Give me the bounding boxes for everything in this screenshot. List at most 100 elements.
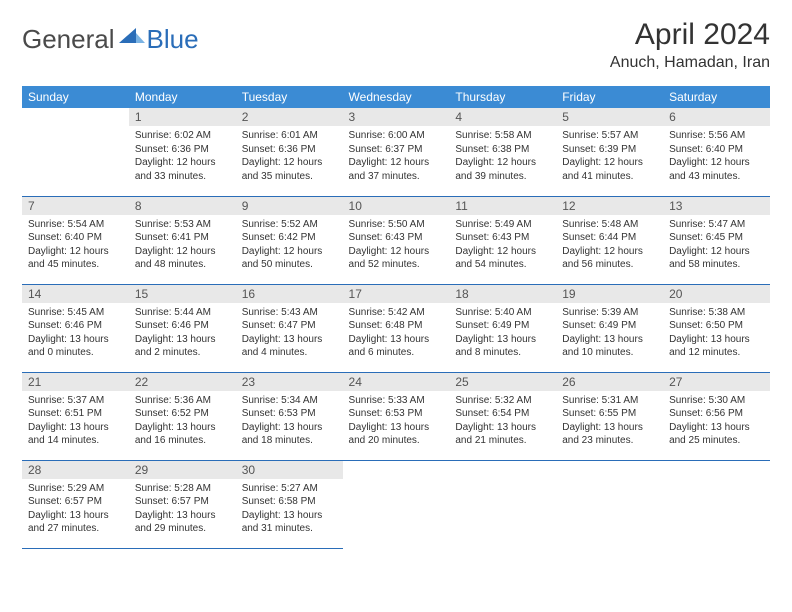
day-number: 29 <box>129 461 236 479</box>
day-number: 8 <box>129 197 236 215</box>
calendar-day-cell: 21Sunrise: 5:37 AMSunset: 6:51 PMDayligh… <box>22 372 129 460</box>
calendar-day-cell: 30Sunrise: 5:27 AMSunset: 6:58 PMDayligh… <box>236 460 343 548</box>
day-number: 2 <box>236 108 343 126</box>
day-number: 1 <box>129 108 236 126</box>
calendar-week-row: 14Sunrise: 5:45 AMSunset: 6:46 PMDayligh… <box>22 284 770 372</box>
calendar-day-cell: 3Sunrise: 6:00 AMSunset: 6:37 PMDaylight… <box>343 108 450 196</box>
day-details: Sunrise: 5:31 AMSunset: 6:55 PMDaylight:… <box>556 391 663 453</box>
day-details: Sunrise: 5:44 AMSunset: 6:46 PMDaylight:… <box>129 303 236 365</box>
day-number: 17 <box>343 285 450 303</box>
calendar-day-cell: 9Sunrise: 5:52 AMSunset: 6:42 PMDaylight… <box>236 196 343 284</box>
day-details: Sunrise: 5:37 AMSunset: 6:51 PMDaylight:… <box>22 391 129 453</box>
calendar-day-cell: 2Sunrise: 6:01 AMSunset: 6:36 PMDaylight… <box>236 108 343 196</box>
day-header: Monday <box>129 86 236 108</box>
day-details: Sunrise: 5:48 AMSunset: 6:44 PMDaylight:… <box>556 215 663 277</box>
day-header: Thursday <box>449 86 556 108</box>
day-number: 6 <box>663 108 770 126</box>
day-number: 13 <box>663 197 770 215</box>
calendar-day-cell: 28Sunrise: 5:29 AMSunset: 6:57 PMDayligh… <box>22 460 129 548</box>
day-number: 15 <box>129 285 236 303</box>
location-text: Anuch, Hamadan, Iran <box>610 54 770 72</box>
day-number: 28 <box>22 461 129 479</box>
day-details: Sunrise: 5:34 AMSunset: 6:53 PMDaylight:… <box>236 391 343 453</box>
day-details: Sunrise: 5:50 AMSunset: 6:43 PMDaylight:… <box>343 215 450 277</box>
day-details: Sunrise: 5:49 AMSunset: 6:43 PMDaylight:… <box>449 215 556 277</box>
day-details: Sunrise: 5:57 AMSunset: 6:39 PMDaylight:… <box>556 126 663 188</box>
day-header: Tuesday <box>236 86 343 108</box>
calendar-day-cell: 16Sunrise: 5:43 AMSunset: 6:47 PMDayligh… <box>236 284 343 372</box>
calendar-week-row: 1Sunrise: 6:02 AMSunset: 6:36 PMDaylight… <box>22 108 770 196</box>
day-number: 19 <box>556 285 663 303</box>
day-number: 10 <box>343 197 450 215</box>
calendar-day-cell: 11Sunrise: 5:49 AMSunset: 6:43 PMDayligh… <box>449 196 556 284</box>
header: General Blue April 2024 Anuch, Hamadan, … <box>22 18 770 72</box>
calendar-day-cell: 24Sunrise: 5:33 AMSunset: 6:53 PMDayligh… <box>343 372 450 460</box>
calendar-day-cell <box>663 460 770 548</box>
day-number: 30 <box>236 461 343 479</box>
calendar-day-cell: 8Sunrise: 5:53 AMSunset: 6:41 PMDaylight… <box>129 196 236 284</box>
day-details: Sunrise: 5:29 AMSunset: 6:57 PMDaylight:… <box>22 479 129 541</box>
day-details: Sunrise: 5:43 AMSunset: 6:47 PMDaylight:… <box>236 303 343 365</box>
day-number: 16 <box>236 285 343 303</box>
calendar-day-cell: 10Sunrise: 5:50 AMSunset: 6:43 PMDayligh… <box>343 196 450 284</box>
calendar-day-cell: 12Sunrise: 5:48 AMSunset: 6:44 PMDayligh… <box>556 196 663 284</box>
calendar-day-cell: 7Sunrise: 5:54 AMSunset: 6:40 PMDaylight… <box>22 196 129 284</box>
calendar-day-cell <box>22 108 129 196</box>
day-number: 25 <box>449 373 556 391</box>
day-details: Sunrise: 5:33 AMSunset: 6:53 PMDaylight:… <box>343 391 450 453</box>
calendar-day-cell: 23Sunrise: 5:34 AMSunset: 6:53 PMDayligh… <box>236 372 343 460</box>
logo-text-general: General <box>22 24 115 55</box>
day-number: 11 <box>449 197 556 215</box>
calendar-day-cell: 5Sunrise: 5:57 AMSunset: 6:39 PMDaylight… <box>556 108 663 196</box>
calendar-day-cell: 20Sunrise: 5:38 AMSunset: 6:50 PMDayligh… <box>663 284 770 372</box>
day-number: 5 <box>556 108 663 126</box>
logo: General Blue <box>22 24 199 55</box>
calendar-day-cell: 13Sunrise: 5:47 AMSunset: 6:45 PMDayligh… <box>663 196 770 284</box>
day-header: Friday <box>556 86 663 108</box>
calendar-header-row: SundayMondayTuesdayWednesdayThursdayFrid… <box>22 86 770 108</box>
day-details: Sunrise: 5:38 AMSunset: 6:50 PMDaylight:… <box>663 303 770 365</box>
day-details: Sunrise: 5:54 AMSunset: 6:40 PMDaylight:… <box>22 215 129 277</box>
day-number: 26 <box>556 373 663 391</box>
calendar-table: SundayMondayTuesdayWednesdayThursdayFrid… <box>22 86 770 549</box>
day-details: Sunrise: 5:30 AMSunset: 6:56 PMDaylight:… <box>663 391 770 453</box>
page-title: April 2024 <box>610 18 770 52</box>
calendar-day-cell: 27Sunrise: 5:30 AMSunset: 6:56 PMDayligh… <box>663 372 770 460</box>
calendar-day-cell: 26Sunrise: 5:31 AMSunset: 6:55 PMDayligh… <box>556 372 663 460</box>
calendar-day-cell: 19Sunrise: 5:39 AMSunset: 6:49 PMDayligh… <box>556 284 663 372</box>
calendar-week-row: 21Sunrise: 5:37 AMSunset: 6:51 PMDayligh… <box>22 372 770 460</box>
day-header: Wednesday <box>343 86 450 108</box>
calendar-day-cell: 6Sunrise: 5:56 AMSunset: 6:40 PMDaylight… <box>663 108 770 196</box>
day-number: 12 <box>556 197 663 215</box>
day-details: Sunrise: 6:00 AMSunset: 6:37 PMDaylight:… <box>343 126 450 188</box>
calendar-day-cell: 22Sunrise: 5:36 AMSunset: 6:52 PMDayligh… <box>129 372 236 460</box>
day-details: Sunrise: 5:47 AMSunset: 6:45 PMDaylight:… <box>663 215 770 277</box>
day-details: Sunrise: 5:52 AMSunset: 6:42 PMDaylight:… <box>236 215 343 277</box>
day-number: 22 <box>129 373 236 391</box>
title-block: April 2024 Anuch, Hamadan, Iran <box>610 18 770 72</box>
day-number: 18 <box>449 285 556 303</box>
calendar-day-cell: 4Sunrise: 5:58 AMSunset: 6:38 PMDaylight… <box>449 108 556 196</box>
calendar-day-cell: 17Sunrise: 5:42 AMSunset: 6:48 PMDayligh… <box>343 284 450 372</box>
day-details: Sunrise: 5:27 AMSunset: 6:58 PMDaylight:… <box>236 479 343 541</box>
calendar-day-cell: 18Sunrise: 5:40 AMSunset: 6:49 PMDayligh… <box>449 284 556 372</box>
day-number: 3 <box>343 108 450 126</box>
day-details: Sunrise: 5:40 AMSunset: 6:49 PMDaylight:… <box>449 303 556 365</box>
day-details: Sunrise: 5:28 AMSunset: 6:57 PMDaylight:… <box>129 479 236 541</box>
day-details: Sunrise: 5:58 AMSunset: 6:38 PMDaylight:… <box>449 126 556 188</box>
day-number: 14 <box>22 285 129 303</box>
calendar-day-cell: 25Sunrise: 5:32 AMSunset: 6:54 PMDayligh… <box>449 372 556 460</box>
day-number: 20 <box>663 285 770 303</box>
calendar-day-cell: 14Sunrise: 5:45 AMSunset: 6:46 PMDayligh… <box>22 284 129 372</box>
day-number: 23 <box>236 373 343 391</box>
day-number: 24 <box>343 373 450 391</box>
day-details: Sunrise: 5:56 AMSunset: 6:40 PMDaylight:… <box>663 126 770 188</box>
day-number: 7 <box>22 197 129 215</box>
day-details: Sunrise: 5:39 AMSunset: 6:49 PMDaylight:… <box>556 303 663 365</box>
calendar-day-cell <box>343 460 450 548</box>
day-number: 9 <box>236 197 343 215</box>
calendar-week-row: 7Sunrise: 5:54 AMSunset: 6:40 PMDaylight… <box>22 196 770 284</box>
calendar-day-cell <box>449 460 556 548</box>
day-number: 21 <box>22 373 129 391</box>
day-number: 27 <box>663 373 770 391</box>
